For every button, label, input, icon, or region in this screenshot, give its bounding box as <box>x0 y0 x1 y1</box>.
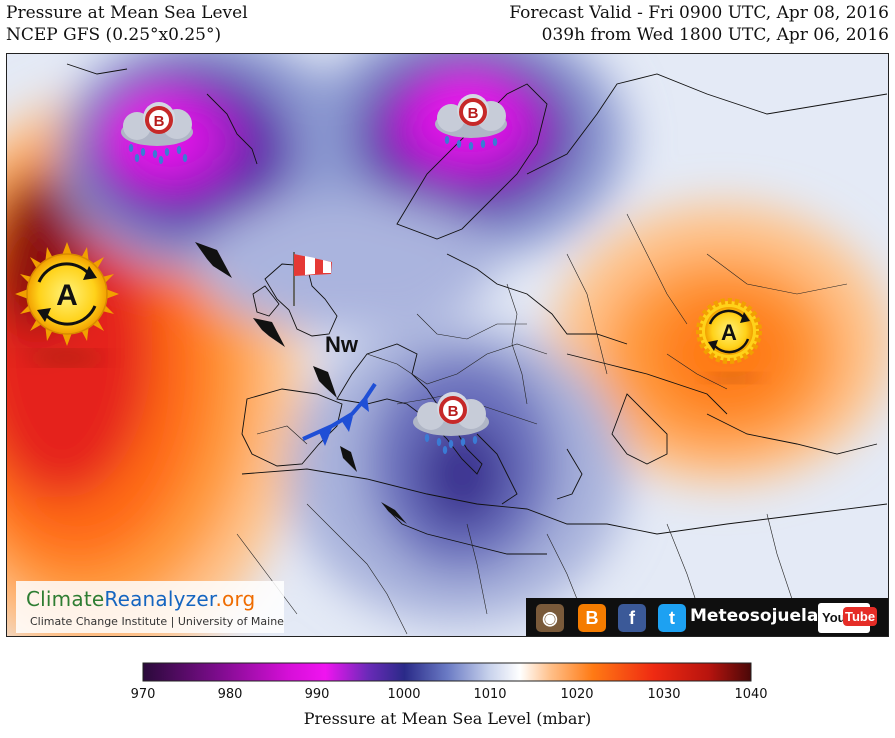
facebook-icon[interactable]: f <box>618 604 646 632</box>
header-left: Pressure at Mean Sea Level NCEP GFS (0.2… <box>6 2 248 46</box>
colorbar-tick: 970 <box>131 687 156 702</box>
colorbar-tick: 1010 <box>473 687 506 702</box>
colorbar-tick: 1000 <box>387 687 420 702</box>
high-pressure-icon-atlantic <box>15 242 119 346</box>
high-label-atlantic: A <box>56 279 78 312</box>
colorbar-tick: 980 <box>218 687 243 702</box>
logo-text: ClimateReanalyzer.org <box>26 587 256 611</box>
social-bar: ◉ B f t Meteosojuela You Tube <box>526 598 888 636</box>
wind-arrow-4 <box>340 446 357 472</box>
header-right: Forecast Valid - Fri 0900 UTC, Apr 08, 2… <box>509 2 889 46</box>
forecast-valid-label: Forecast Valid - Fri 0900 UTC, Apr 08, 2… <box>509 3 889 23</box>
forecast-lead-label: 039h from Wed 1800 UTC, Apr 06, 2016 <box>541 25 889 45</box>
high-shadow <box>29 352 105 364</box>
colorbar-ramp <box>142 662 752 682</box>
low-label-scandinavia: B <box>468 105 479 122</box>
high-shadow-east <box>709 374 757 382</box>
model-label: NCEP GFS (0.25°x0.25°) <box>6 25 222 45</box>
wind-arrow-5 <box>381 502 407 524</box>
low-pressure-icon-northwest <box>121 102 193 164</box>
map-title: Pressure at Mean Sea Level <box>6 3 248 23</box>
colorbar-tick: 990 <box>305 687 330 702</box>
instagram-icon[interactable]: ◉ <box>536 604 564 632</box>
wind-arrow-3 <box>313 366 337 398</box>
colorbar-title: Pressure at Mean Sea Level (mbar) <box>303 709 592 728</box>
climate-reanalyzer-logo: ClimateReanalyzer.org Climate Change Ins… <box>16 581 284 633</box>
high-pressure-icon-east <box>696 298 762 364</box>
windsock-icon <box>293 252 332 306</box>
high-label-east: A <box>721 320 737 345</box>
social-name: Meteosojuela <box>690 606 819 626</box>
colorbar: 970 980 990 1000 1010 1020 1030 1040 <box>131 662 768 702</box>
low-pressure-icon-mediterranean <box>413 392 489 454</box>
low-pressure-icon-scandinavia <box>435 94 507 150</box>
twitter-icon[interactable]: t <box>658 604 686 632</box>
colorbar-tick: 1030 <box>647 687 680 702</box>
blogger-icon[interactable]: B <box>578 604 606 632</box>
low-label-mediterranean: B <box>448 403 459 420</box>
colorbar-tick: 1020 <box>560 687 593 702</box>
pressure-map: A A B <box>6 53 889 637</box>
youtube-icon[interactable]: You Tube <box>818 603 878 633</box>
low-label-northwest: B <box>154 113 165 130</box>
colorbar-tick: 1040 <box>734 687 767 702</box>
wind-arrow-1 <box>195 242 232 278</box>
wind-arrows <box>195 242 407 524</box>
wind-direction-label: Nw <box>325 332 359 357</box>
coastlines <box>66 63 888 555</box>
wind-arrow-2 <box>253 318 285 347</box>
logo-subtitle: Climate Change Institute | University of… <box>30 615 284 628</box>
cold-front <box>302 382 377 446</box>
